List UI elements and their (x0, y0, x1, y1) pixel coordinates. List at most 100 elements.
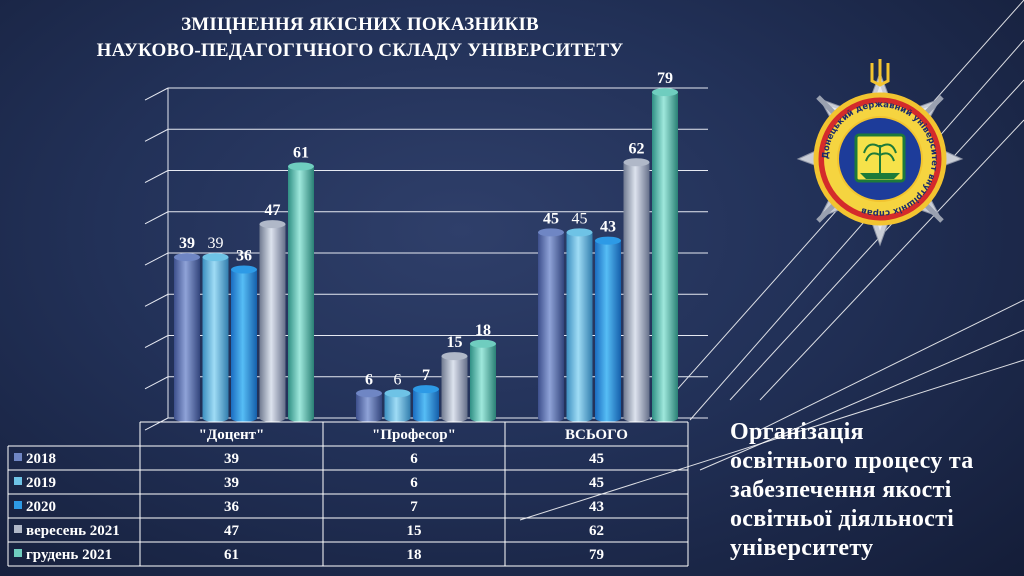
data-label: 39 (208, 235, 224, 252)
bar-top (231, 265, 257, 274)
bar (470, 339, 496, 422)
data-label: 61 (293, 144, 309, 161)
grid-line (144, 87, 169, 101)
table-cell: 43 (589, 499, 604, 515)
bar (259, 220, 286, 422)
data-label: 36 (236, 248, 252, 265)
bar-base (288, 414, 314, 422)
data-label: 39 (179, 235, 195, 252)
bar-top (356, 389, 382, 398)
decor-line (759, 299, 1024, 431)
legend-swatch (14, 525, 22, 533)
table-cell: 36 (224, 499, 240, 515)
bar-base (538, 414, 564, 422)
bar-top (288, 162, 314, 171)
chart-title: ЗМІЦНЕННЯ ЯКІСНИХ ПОКАЗНИКІВ НАУКОВО-ПЕД… (40, 12, 680, 64)
data-label: 79 (657, 70, 673, 87)
table-cell: 39 (224, 451, 239, 467)
data-label: 6 (365, 371, 373, 388)
bar (174, 253, 200, 422)
table-cell: 45 (589, 451, 604, 467)
table-cell: 61 (224, 547, 239, 563)
chart-bars (174, 88, 678, 422)
bar (413, 385, 439, 422)
emblem-trident-icon (870, 59, 890, 87)
bar (288, 162, 314, 422)
legend-label: вересень 2021 (26, 523, 120, 539)
table-cell: 6 (410, 451, 418, 467)
table-cell: 18 (407, 547, 422, 563)
table-cell: 45 (589, 475, 604, 491)
legend-label: 2018 (26, 451, 56, 467)
decor-line (689, 39, 1024, 421)
decor-line (729, 79, 1024, 401)
side-caption-line-4: освітньої діяльності (730, 506, 955, 532)
grid-line (144, 417, 169, 431)
bar-base (566, 414, 593, 422)
decor-line (699, 329, 1024, 471)
bar (356, 389, 382, 422)
bar (231, 265, 257, 422)
side-caption-line-5: університету (730, 535, 874, 561)
decor-line (759, 119, 1024, 401)
data-label: 62 (629, 140, 645, 157)
grid-line (144, 335, 169, 349)
grid-line (144, 376, 169, 390)
bar (202, 253, 229, 422)
bar-top (384, 389, 411, 398)
bar (538, 228, 564, 422)
decor-line (519, 359, 1024, 521)
legend-label: 2020 (26, 499, 56, 515)
side-caption: Організація освітнього процесу та забезп… (730, 418, 1020, 563)
table-cell: 6 (410, 475, 418, 491)
bar (441, 352, 468, 422)
bar-base (202, 414, 229, 422)
bar-top (652, 88, 678, 97)
bar-top (538, 228, 564, 237)
bar (623, 158, 650, 422)
legend-swatch (14, 477, 22, 485)
bar-top (202, 253, 229, 262)
chart-data-labels: 39 39 36 47 61 6 6 7 15 18 45 45 43 62 79 (179, 70, 673, 388)
legend-label: грудень 2021 (26, 547, 112, 563)
bar (384, 389, 411, 422)
bar-top (566, 228, 593, 237)
data-label: 45 (572, 210, 588, 227)
bar-base (441, 414, 468, 422)
table-header-cell: "Професор" (372, 427, 456, 443)
data-label: 6 (394, 371, 402, 388)
data-label: 15 (447, 334, 463, 351)
data-label: 18 (475, 322, 491, 339)
bar-top (470, 339, 496, 348)
university-emblem: Донецький державний університет внутрішн… (796, 59, 964, 247)
table-header-cell: "Доцент" (199, 427, 265, 443)
bar-base (595, 414, 621, 422)
legend-swatch (14, 549, 22, 557)
bar-base (384, 414, 411, 422)
bar-top (174, 253, 200, 262)
table-header-cell: ВСЬОГО (565, 427, 628, 443)
bar-base (652, 414, 678, 422)
grid-line (144, 170, 169, 184)
bar-top (413, 385, 439, 394)
table-cell: 39 (224, 475, 239, 491)
bar-base (231, 414, 257, 422)
table-cell: 7 (410, 499, 418, 515)
bar (566, 228, 593, 422)
table-cell: 62 (589, 523, 604, 539)
grid-line (144, 252, 169, 266)
bar-base (356, 414, 382, 422)
table-cell: 79 (589, 547, 604, 563)
bar (652, 88, 678, 422)
grid-line (144, 211, 169, 225)
bar-top (595, 236, 621, 245)
bar-top (259, 220, 286, 229)
table-cell: 47 (224, 523, 240, 539)
emblem-plant-icon (860, 143, 900, 179)
side-caption-line-1: Організація (730, 419, 864, 445)
side-caption-line-2: освітнього процесу та (730, 448, 974, 474)
bar-base (413, 414, 439, 422)
legend-swatch (14, 501, 22, 509)
data-label: 7 (422, 367, 430, 384)
